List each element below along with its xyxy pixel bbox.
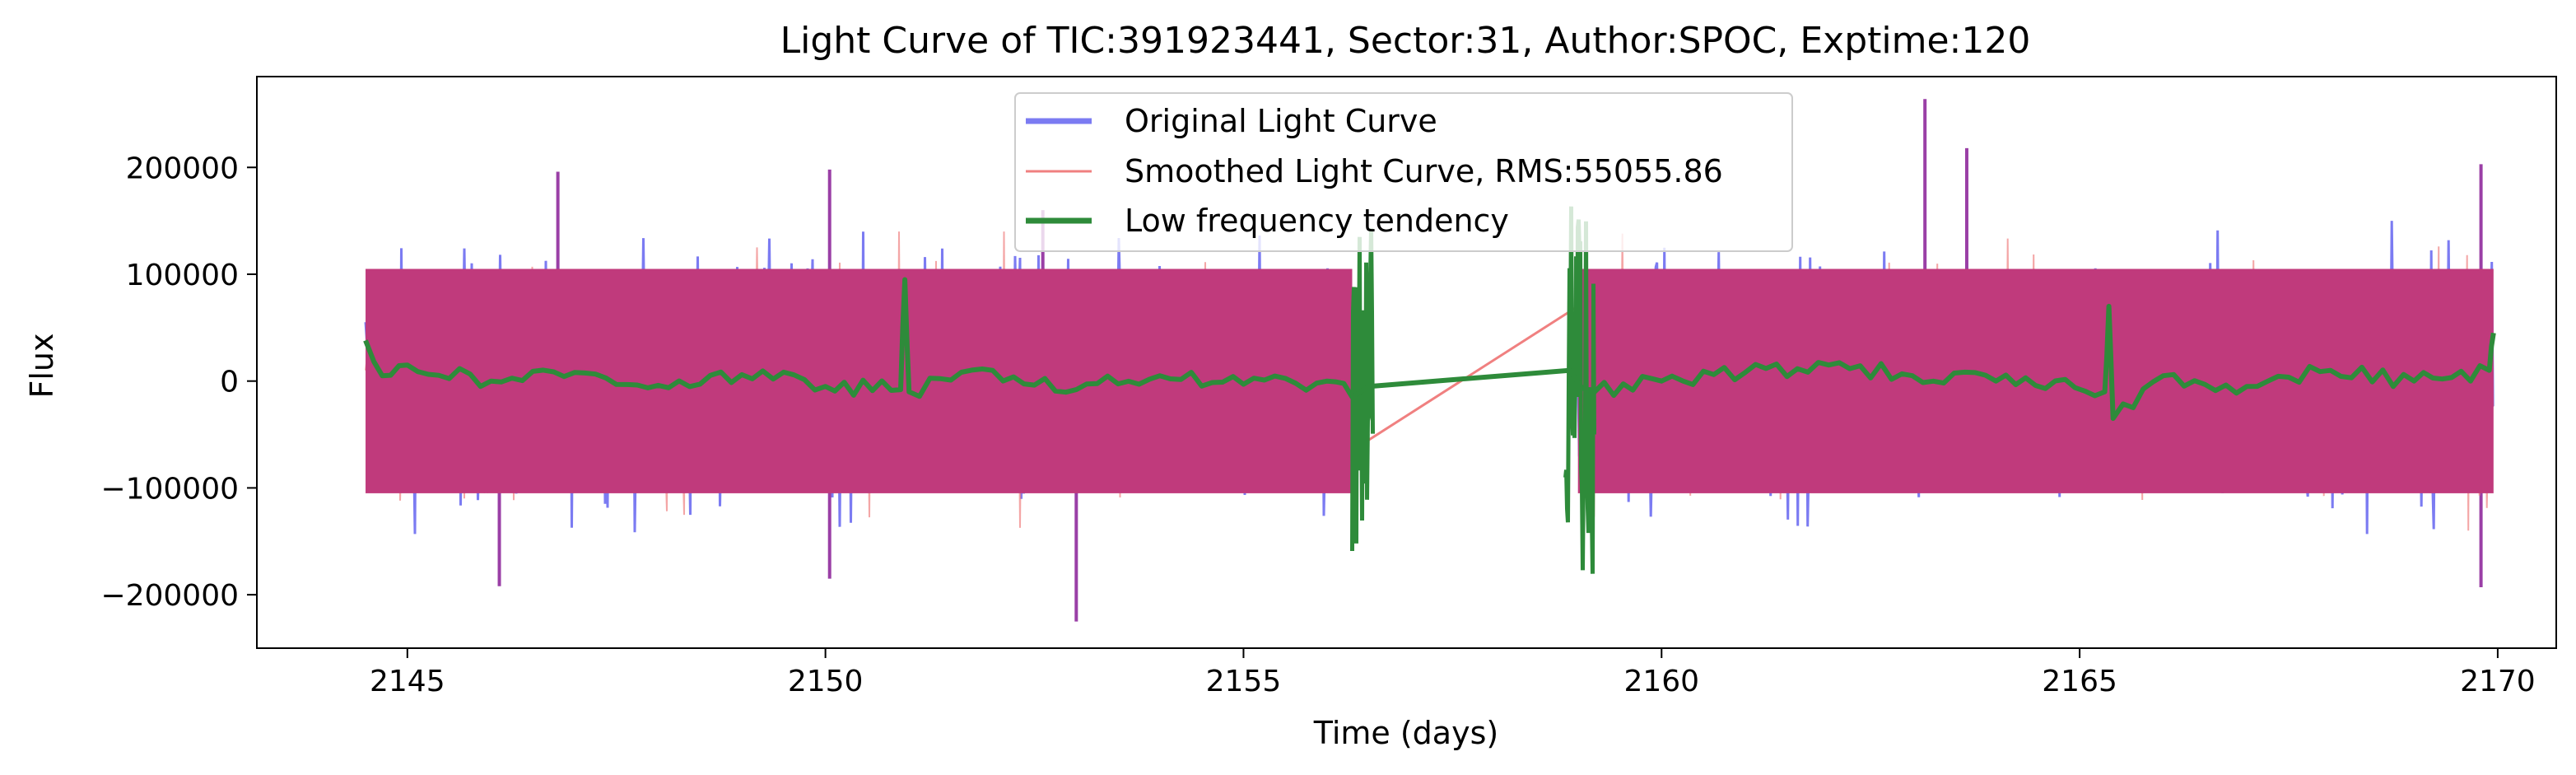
plot-frame [256,76,2557,649]
y-tick-label: −200000 [100,579,239,613]
legend-label-original: Original Light Curve [1125,103,1437,139]
x-tick-label: 2150 [788,665,864,698]
chart-title: Light Curve of TIC:391923441, Sector:31,… [780,20,2031,62]
legend: Original Light Curve Smoothed Light Curv… [1014,92,1793,252]
legend-box [1014,92,1793,252]
x-axis: 2145 2150 2155 2160 2165 2170 [370,648,2536,698]
y-tick-label: 200000 [126,152,239,185]
x-axis-label: Time (days) [1313,715,1498,751]
y-axis: −200000 −100000 0 100000 200000 [100,152,257,613]
y-axis-label: Flux [24,334,60,399]
series-low-frequency-tendency [363,277,2496,422]
x-tick-label: 2160 [1623,665,1699,698]
legend-label-trend: Low frequency tendency [1125,203,1509,239]
overlap-band [1577,268,2494,493]
legend-label-smoothed: Smoothed Light Curve, RMS:55055.86 [1125,153,1723,189]
x-tick-label: 2155 [1206,665,1282,698]
y-tick-label: −100000 [100,472,239,506]
trend-gap-burst [1350,228,1375,552]
y-tick-label: 0 [220,366,239,399]
x-tick-label: 2165 [2042,665,2117,698]
overlap-band [366,268,1353,493]
plot-area [363,99,2496,622]
x-tick-label: 2170 [2460,665,2536,698]
x-tick-label: 2145 [370,665,445,698]
y-tick-label: 100000 [126,259,239,292]
